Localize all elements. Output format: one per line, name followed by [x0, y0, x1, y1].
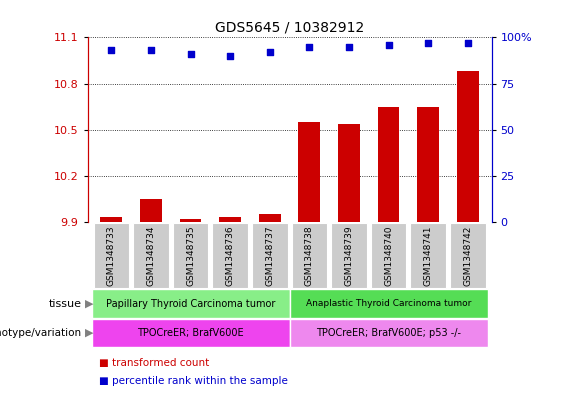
Text: GSM1348737: GSM1348737: [265, 225, 274, 286]
FancyBboxPatch shape: [92, 289, 290, 318]
Text: GSM1348733: GSM1348733: [107, 225, 116, 286]
Point: [384, 42, 393, 48]
Text: GSM1348734: GSM1348734: [146, 225, 155, 286]
Text: ▶: ▶: [85, 299, 93, 309]
FancyBboxPatch shape: [133, 223, 169, 288]
FancyBboxPatch shape: [331, 223, 367, 288]
Text: Papillary Thyroid Carcinoma tumor: Papillary Thyroid Carcinoma tumor: [106, 299, 275, 309]
Point: [345, 43, 354, 50]
Text: ■ transformed count: ■ transformed count: [99, 358, 209, 367]
Bar: [259, 214, 281, 222]
Bar: [377, 107, 399, 222]
FancyBboxPatch shape: [212, 223, 248, 288]
Point: [107, 47, 116, 53]
Bar: [101, 217, 122, 222]
Point: [463, 40, 472, 46]
FancyBboxPatch shape: [410, 223, 446, 288]
Text: TPOCreER; BrafV600E: TPOCreER; BrafV600E: [137, 328, 244, 338]
Point: [424, 40, 433, 46]
Point: [265, 49, 274, 55]
Point: [305, 43, 314, 50]
FancyBboxPatch shape: [290, 319, 488, 347]
FancyBboxPatch shape: [371, 223, 406, 288]
Bar: [418, 107, 439, 222]
Title: GDS5645 / 10382912: GDS5645 / 10382912: [215, 21, 364, 35]
Bar: [180, 219, 202, 222]
Text: GSM1348738: GSM1348738: [305, 225, 314, 286]
Text: GSM1348735: GSM1348735: [186, 225, 195, 286]
Bar: [457, 71, 479, 222]
Text: ▶: ▶: [85, 328, 93, 338]
FancyBboxPatch shape: [92, 319, 290, 347]
FancyBboxPatch shape: [173, 223, 208, 288]
Text: GSM1348736: GSM1348736: [225, 225, 234, 286]
Bar: [338, 123, 360, 222]
Text: TPOCreER; BrafV600E; p53 -/-: TPOCreER; BrafV600E; p53 -/-: [316, 328, 461, 338]
FancyBboxPatch shape: [252, 223, 288, 288]
Point: [186, 51, 195, 57]
FancyBboxPatch shape: [450, 223, 485, 288]
Text: ■ percentile rank within the sample: ■ percentile rank within the sample: [99, 376, 288, 386]
Text: genotype/variation: genotype/variation: [0, 328, 82, 338]
FancyBboxPatch shape: [292, 223, 327, 288]
Point: [225, 53, 234, 59]
FancyBboxPatch shape: [290, 289, 488, 318]
Text: tissue: tissue: [49, 299, 82, 309]
Text: GSM1348740: GSM1348740: [384, 225, 393, 286]
Bar: [219, 217, 241, 222]
Point: [146, 47, 155, 53]
FancyBboxPatch shape: [94, 223, 129, 288]
Text: GSM1348742: GSM1348742: [463, 225, 472, 286]
Text: Anaplastic Thyroid Carcinoma tumor: Anaplastic Thyroid Carcinoma tumor: [306, 299, 471, 308]
Bar: [298, 122, 320, 222]
Text: GSM1348739: GSM1348739: [345, 225, 354, 286]
Text: GSM1348741: GSM1348741: [424, 225, 433, 286]
Bar: [140, 199, 162, 222]
